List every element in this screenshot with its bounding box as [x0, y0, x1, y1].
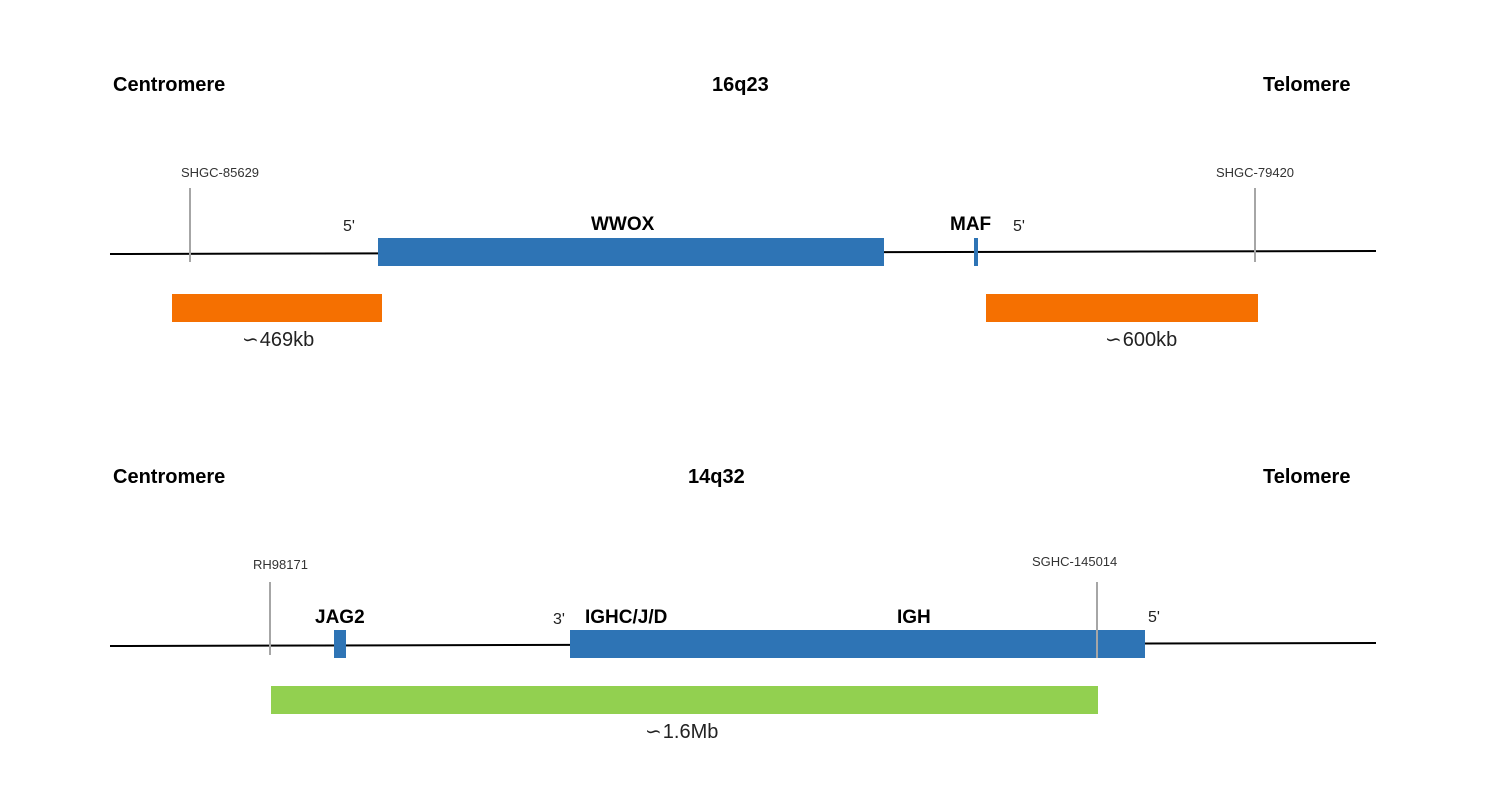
prime-label-igh-5: 5' [1148, 609, 1160, 626]
probe-size-1-6mb: ∽1.6Mb [645, 719, 718, 744]
centromere-label-14q32: Centromere [113, 466, 226, 488]
prime-label-igh-3: 3' [553, 611, 565, 628]
gene-bar-maf [974, 238, 978, 266]
gene-label-wwox: WWOX [591, 214, 655, 235]
approx-icon: ∽ [645, 721, 662, 743]
prime-label-wwox: 5' [343, 218, 355, 235]
marker-label-shgc-85629: SHGC-85629 [181, 165, 260, 180]
gene-bar-wwox [378, 238, 884, 266]
telomere-label-16q23: Telomere [1263, 74, 1351, 96]
gene-label-jag2: JAG2 [315, 607, 365, 628]
probe-bar-1-6mb [271, 686, 1098, 714]
probe-size-469kb: ∽469kb [242, 327, 314, 352]
telomere-label-14q32: Telomere [1263, 466, 1351, 488]
probe-size-600kb: ∽600kb [1105, 327, 1177, 352]
gene-label-maf: MAF [950, 214, 992, 235]
approx-icon: ∽ [1105, 329, 1122, 351]
prime-label-maf: 5' [1013, 218, 1025, 235]
probe-size-value: 600kb [1122, 329, 1178, 351]
probe-size-value: 1.6Mb [662, 721, 719, 743]
marker-label-sghc-145014: SGHC-145014 [1032, 554, 1118, 569]
marker-label-shgc-79420: SHGC-79420 [1216, 165, 1295, 180]
gene-bar-jag2 [334, 630, 346, 658]
gene-label-ighc-j-d: IGHC/J/D [585, 607, 668, 628]
approx-icon: ∽ [242, 329, 259, 351]
probe-size-value: 469kb [259, 329, 315, 351]
gene-bar-igh [570, 630, 1145, 658]
probe-bar-469kb [172, 294, 382, 322]
band-title-16q23: 16q23 [712, 74, 769, 96]
band-title-14q32: 14q32 [688, 466, 745, 488]
centromere-label-16q23: Centromere [113, 74, 226, 96]
probe-bar-600kb [986, 294, 1258, 322]
gene-label-igh: IGH [897, 607, 931, 628]
marker-label-rh98171: RH98171 [253, 557, 308, 572]
